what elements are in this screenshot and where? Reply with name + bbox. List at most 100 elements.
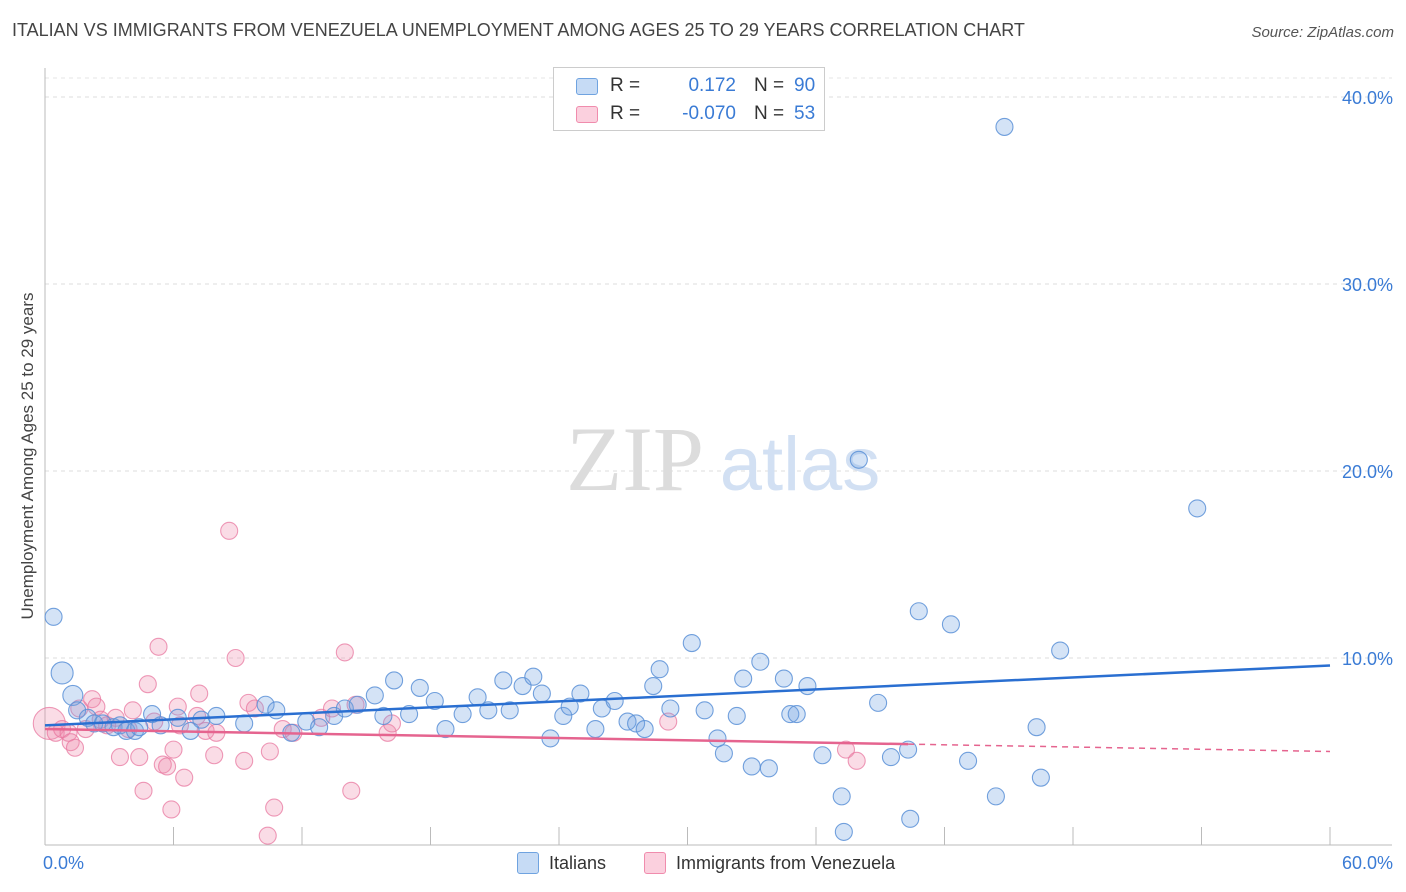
italians-point — [1027, 718, 1046, 737]
venezuela-r-label: R = — [610, 103, 641, 124]
venezuela-point — [220, 521, 239, 540]
venezuela-swatch — [576, 105, 598, 123]
watermark-zip: ZIP — [566, 408, 704, 510]
venezuela-point — [847, 751, 866, 770]
italians-point — [727, 706, 746, 726]
italians-point — [742, 757, 761, 776]
italians-point — [400, 705, 419, 724]
venezuela-point — [65, 738, 85, 757]
italians-point — [365, 686, 384, 705]
italians-point — [50, 661, 74, 685]
venezuela-point — [149, 637, 168, 656]
italians-r-label: R = — [610, 75, 641, 96]
italians-point — [1051, 641, 1070, 660]
italians-point — [571, 684, 590, 703]
italians-r-value: 0.172 — [688, 75, 736, 96]
italians-point — [500, 701, 519, 720]
italians-point — [734, 669, 753, 688]
venezuela-point — [138, 675, 157, 694]
italians-point — [453, 705, 472, 724]
italians-point — [1188, 499, 1207, 518]
venezuela-point — [205, 746, 224, 765]
italians-point — [436, 720, 455, 739]
legend-row-italians: R = 0.172 N = 90 — [576, 72, 815, 100]
italians-point — [832, 787, 851, 806]
y-tick-label: 30.0% — [1342, 275, 1393, 295]
italians-point — [635, 720, 654, 739]
venezuela-point — [123, 701, 142, 720]
italians-point — [714, 744, 733, 763]
legend-item-italians: Italians — [517, 852, 606, 874]
y-tick-label: 20.0% — [1342, 462, 1393, 482]
italians-point — [1031, 768, 1050, 787]
y-tick-label: 40.0% — [1342, 88, 1393, 108]
legend-row-venezuela: R = -0.070 N = 53 — [576, 100, 815, 128]
italians-point — [560, 697, 579, 716]
italians-point — [869, 693, 888, 712]
venezuela-point — [335, 643, 354, 662]
italians-point — [901, 809, 920, 828]
italians-point — [494, 671, 513, 690]
venezuela-point — [378, 723, 397, 742]
venezuela-point — [659, 712, 678, 731]
venezuela-point — [235, 751, 254, 770]
italians-point — [959, 751, 978, 770]
venezuela-point — [226, 648, 245, 668]
italians-point — [310, 718, 329, 737]
venezuela-point — [342, 781, 361, 800]
italians-point — [68, 701, 87, 720]
legend-venezuela-swatch — [644, 852, 666, 874]
italians-point — [532, 684, 551, 703]
venezuela-r-value: -0.070 — [682, 103, 736, 124]
italians-point — [881, 748, 901, 767]
italians-point — [909, 602, 928, 621]
italians-point — [410, 678, 429, 697]
italians-point — [605, 691, 624, 711]
italians-point — [798, 676, 817, 696]
italians-trend-line — [44, 664, 1331, 727]
venezuela-point — [130, 748, 149, 767]
italians-point — [192, 710, 211, 729]
italians-point — [834, 822, 853, 841]
italians-point — [995, 117, 1014, 136]
italians-point — [44, 607, 63, 626]
italians-point — [813, 746, 832, 765]
venezuela-point — [170, 716, 189, 735]
gridlines — [45, 77, 1392, 659]
italians-point — [554, 706, 573, 726]
italians-swatch — [576, 77, 598, 95]
italians-point — [774, 669, 793, 688]
axes — [44, 68, 1392, 846]
venezuela-point — [162, 800, 181, 819]
italians-point — [787, 705, 806, 724]
watermark-atlas: atlas — [720, 422, 881, 507]
legend-item-venezuela: Immigrants from Venezuela — [644, 852, 895, 874]
italians-point — [661, 699, 680, 718]
italians-point — [267, 701, 286, 720]
trend-lines — [44, 664, 1331, 753]
chart-title: ITALIAN VS IMMIGRANTS FROM VENEZUELA UNE… — [12, 20, 1025, 40]
y-tick-label: 10.0% — [1342, 649, 1393, 669]
italians-n-label: N = — [754, 75, 785, 96]
venezuela-point — [258, 826, 277, 845]
italians-point — [759, 759, 778, 778]
legend-italians-label: Italians — [549, 852, 607, 873]
italians-point — [781, 705, 800, 724]
venezuela-point — [110, 748, 130, 767]
tick-labels: 10.0% 20.0% 30.0% 40.0% 0.0% 60.0% — [43, 88, 1393, 873]
italians-point — [385, 671, 404, 690]
venezuela-point — [134, 781, 153, 800]
venezuela-trend-line — [44, 727, 909, 746]
venezuela-point — [175, 768, 194, 787]
venezuela-point — [190, 684, 209, 703]
italians-point — [695, 701, 714, 720]
italians-point — [708, 729, 727, 748]
italians-point — [62, 684, 84, 706]
italians-point — [524, 667, 543, 686]
italians-point — [586, 720, 605, 739]
italians-point — [374, 706, 393, 726]
legend-venezuela-label: Immigrants from Venezuela — [676, 852, 896, 873]
italians-point — [941, 615, 960, 634]
legend-italians-swatch — [517, 852, 539, 874]
